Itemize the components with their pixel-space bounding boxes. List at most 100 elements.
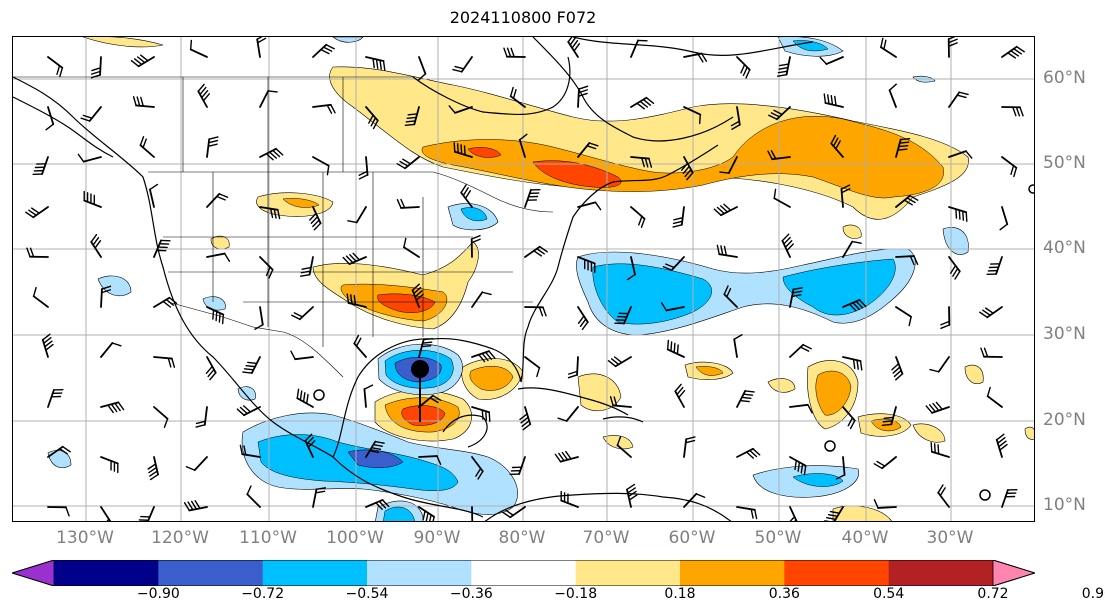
- wind-barb-icon: [895, 255, 919, 266]
- positive-anomaly-region: [532, 160, 622, 188]
- wind-barb-icon: [47, 56, 64, 78]
- wind-barb-icon: [736, 56, 751, 79]
- colorbar-segment: [888, 560, 994, 586]
- wind-barb-icon: [309, 206, 322, 231]
- wind-barb-icon: [948, 91, 969, 108]
- colorbar-tick-label: −0.18: [554, 586, 598, 602]
- colorbar-tick-label: −0.36: [449, 586, 493, 602]
- map-title: 2024110800 F072: [449, 8, 597, 27]
- colorbar-tick-label: 0.18: [664, 586, 696, 602]
- longitude-label: 40°W: [841, 528, 889, 548]
- us-mexico-border: [167, 301, 344, 378]
- wind-barb-icon: [842, 406, 856, 430]
- wind-barb-icon: [773, 188, 791, 208]
- wind-barb-icon: [560, 490, 579, 508]
- longitude-label: 60°W: [668, 528, 716, 548]
- negative-anomaly-region: [792, 473, 844, 487]
- wind-barb-icon: [524, 189, 541, 208]
- wind-barb-icon: [614, 306, 632, 325]
- wind-barb-icon: [683, 436, 696, 458]
- wind-barb-icon: [83, 190, 102, 208]
- map-svg: [13, 37, 1034, 521]
- wind-barb-icon: [153, 296, 178, 308]
- wind-barb-icon: [925, 401, 950, 414]
- wind-barb-icon: [880, 37, 897, 58]
- wind-barb-icon: [256, 37, 267, 58]
- wind-barb-icon: [979, 306, 1003, 319]
- wind-barb-icon: [41, 333, 54, 358]
- negative-anomaly-region: [47, 450, 72, 468]
- colorbar-segment: [784, 560, 890, 586]
- wind-barb-icon: [609, 396, 632, 408]
- wind-barb-icon: [353, 334, 367, 358]
- colorbar-segment: [262, 560, 368, 586]
- wind-barb-icon: [840, 184, 851, 208]
- wind-barb-icon: [312, 156, 330, 176]
- wind-barb-icon: [713, 203, 738, 217]
- wind-barb-icon: [138, 506, 155, 521]
- latitude-label: 30°N: [1043, 324, 1086, 344]
- calm-wind-icon: [979, 489, 991, 501]
- wind-barb-icon: [891, 356, 904, 381]
- wind-barb-icon: [80, 106, 102, 122]
- wind-barb-icon: [365, 56, 386, 71]
- wind-barb-icon: [460, 184, 473, 208]
- wind-barb-icon: [90, 56, 102, 79]
- low-center-marker-icon: [411, 360, 429, 422]
- longitude-label: 120°W: [151, 528, 209, 548]
- positive-anomaly-region: [767, 378, 796, 393]
- latitude-label: 10°N: [1043, 495, 1086, 515]
- wind-barb-icon: [149, 183, 159, 208]
- wind-barb-icon: [100, 506, 112, 521]
- coastline-hispaniola: [602, 416, 644, 423]
- wind-barb-icon: [189, 39, 208, 58]
- positive-anomaly-region: [577, 373, 622, 412]
- wind-barb-icon: [358, 156, 369, 180]
- wind-barb-icon: [930, 442, 950, 458]
- colorbar-tick-label: 0.72: [977, 586, 1009, 602]
- positive-anomaly-region: [401, 405, 446, 426]
- wind-barb-icon: [947, 37, 958, 58]
- wind-barb-icon: [259, 147, 284, 161]
- wind-barb-icon: [577, 142, 599, 158]
- wind-barb-icon: [139, 136, 155, 158]
- wind-barb-icon: [130, 54, 155, 68]
- wind-barb-icon: [471, 291, 492, 308]
- calm-circles: [313, 184, 1034, 501]
- latitude-label: 20°N: [1043, 410, 1086, 430]
- wind-barb-icon: [453, 142, 473, 158]
- colorbar-tick-label: −0.72: [241, 586, 285, 602]
- wind-barb-icon: [948, 150, 973, 159]
- wind-barb-icon: [873, 456, 897, 470]
- wind-barb-icon: [842, 299, 867, 312]
- colorbar: [12, 560, 1035, 586]
- latitude-label: 60°N: [1043, 68, 1086, 88]
- wind-barb-icon: [789, 456, 807, 476]
- wind-barb-icon: [509, 456, 526, 475]
- wind-barb-icon: [1001, 45, 1025, 59]
- negative-anomaly-region: [942, 227, 969, 255]
- wind-barb-icon: [503, 47, 526, 58]
- wind-barb-icon: [418, 56, 427, 81]
- wind-barb-icon: [680, 156, 694, 181]
- wind-barb-icon: [254, 306, 264, 330]
- wind-barb-icon: [403, 237, 420, 258]
- wind-barb-icon: [524, 245, 548, 258]
- wind-barb-icon: [895, 306, 912, 327]
- positive-anomaly-region: [695, 366, 724, 376]
- wind-barb-icon: [577, 256, 596, 274]
- wind-barb-icon: [683, 106, 702, 125]
- wind-barb-icon: [557, 406, 579, 422]
- wind-barb-icon: [411, 283, 424, 308]
- wind-barb-icon: [100, 401, 125, 414]
- wind-barb-icon: [347, 206, 367, 224]
- wind-barb-icon: [999, 206, 1009, 231]
- wind-barb-icon: [723, 285, 738, 308]
- wind-barb-icon: [616, 436, 632, 458]
- wind-barb-icon: [396, 198, 420, 209]
- wind-barb-icon: [418, 455, 442, 465]
- wind-barb-icon: [789, 287, 804, 308]
- wind-barb-icon: [554, 450, 579, 463]
- wind-barb-icon: [948, 206, 968, 222]
- anomaly-fields: [47, 37, 1034, 521]
